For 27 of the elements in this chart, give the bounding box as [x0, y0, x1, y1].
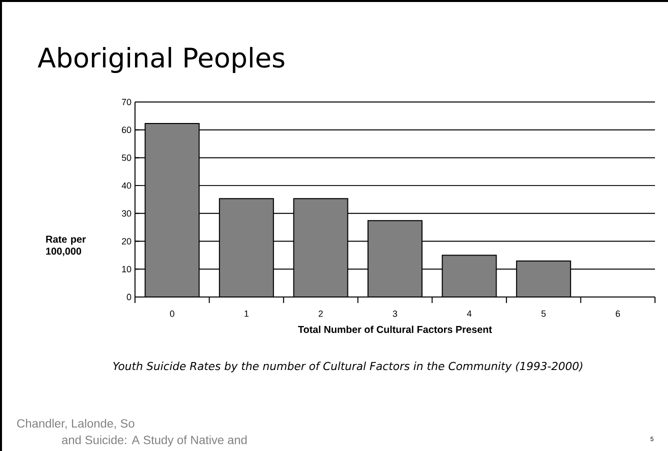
y-tick-label: 60 [122, 126, 132, 134]
x-axis-title: Total Number of Cultural Factors Present [298, 326, 492, 334]
y-tick-label: 70 [122, 98, 132, 106]
x-tick-label: 4 [467, 310, 472, 317]
y-tick-label: 40 [122, 182, 132, 189]
text: Chandler, Lalonde, So [17, 418, 134, 430]
y-tick-label: 30 [122, 210, 132, 217]
x-tick-label: 3 [392, 310, 398, 317]
bar [442, 254, 497, 297]
x-tick-label: 1 [244, 310, 248, 317]
bar [218, 198, 274, 297]
y-tick-label: 0 [126, 294, 132, 300]
bar [144, 122, 200, 297]
bar [293, 198, 348, 297]
bar [516, 260, 572, 297]
x-tick-label: 2 [318, 310, 323, 317]
text: and Suicide: A Study of Native and [62, 435, 247, 447]
x-tick-label: 6 [616, 310, 620, 317]
y-axis-title: Rate per 100,000 [46, 236, 86, 256]
bar [368, 220, 423, 297]
y-tick-label: 10 [122, 266, 132, 272]
chart-title: Aboriginal Peoples [38, 46, 284, 74]
x-tick-label: 5 [541, 310, 546, 317]
text: Youth Suicide Rates by the number of Cultural Factors in the Community (1993-2000) [113, 362, 582, 372]
y-tick-label: 20 [122, 238, 132, 244]
y-tick-label: 50 [122, 154, 132, 161]
x-tick-label: 0 [170, 310, 174, 317]
